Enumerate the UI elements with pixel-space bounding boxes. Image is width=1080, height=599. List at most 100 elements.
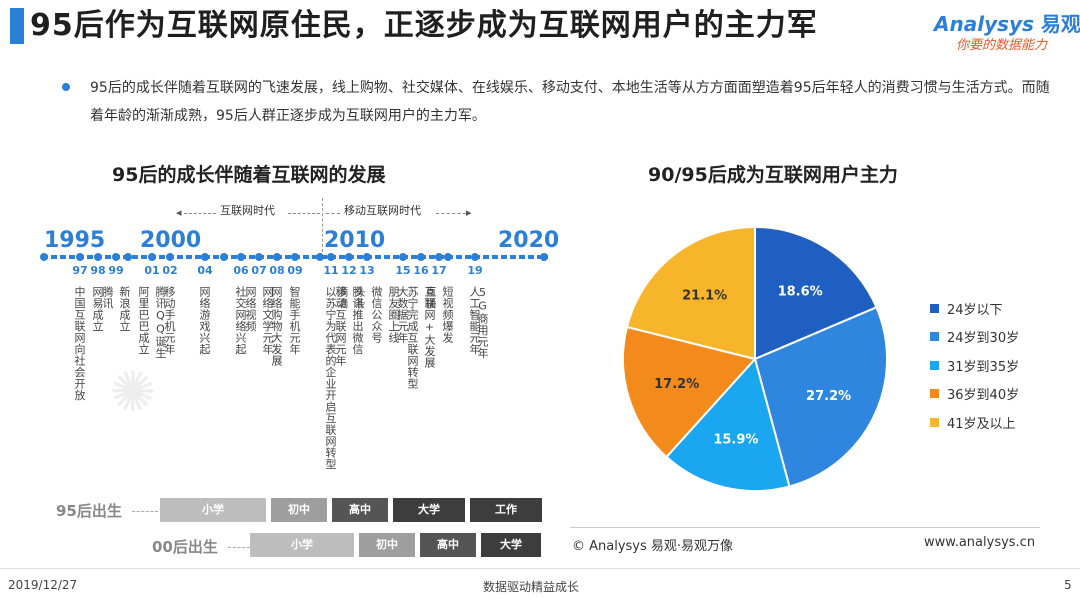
timeline-event-text: 5G商用元年 — [476, 286, 489, 359]
pie-slice — [625, 225, 756, 361]
timeline-dot — [237, 253, 245, 261]
decade-dot — [40, 253, 48, 261]
gen95-label: 95后出生 — [56, 502, 122, 520]
era-divider — [288, 213, 320, 214]
timeline-event: 大数据元年 — [396, 286, 413, 344]
timeline-dot — [399, 253, 407, 261]
timeline-dot — [363, 253, 371, 261]
legend-label: 24岁以下 — [947, 302, 1003, 318]
timeline-dot — [471, 253, 479, 261]
pie-legend: 24岁以下 24岁到30岁 31岁到35岁 36岁到40岁 41岁及以上 — [930, 294, 1019, 437]
gen95-stage: 大学 — [393, 498, 465, 522]
pie-data-label: 27.2% — [806, 389, 851, 404]
pie-chart: 18.6% 27.2% 15.9% 17.2% 21.1% — [620, 224, 890, 494]
timeline-year: 01 — [144, 264, 160, 277]
gen95-stage: 工作 — [470, 498, 542, 522]
timeline-dot — [112, 253, 120, 261]
legend-item: 24岁到30岁 — [930, 323, 1019, 352]
brand-logo: Analysys 易观 你要的数据能力 — [934, 8, 1080, 53]
timeline-year: 11 — [323, 264, 339, 277]
timeline-year: 99 — [108, 264, 124, 277]
gen00-stage: 小学 — [250, 533, 354, 557]
footer-divider — [0, 568, 1080, 569]
timeline-dot — [166, 253, 174, 261]
timeline-event-text: 滴滴 — [336, 286, 349, 309]
pie-data-label: 21.1% — [682, 288, 727, 303]
legend-label: 36岁到40岁 — [947, 388, 1020, 404]
timeline-event-text: 中国互联网向社会开放 — [73, 286, 86, 401]
era-divider — [326, 213, 340, 214]
timeline-dot — [76, 253, 84, 261]
timeline-event: 中国互联网向社会开放 — [73, 286, 90, 401]
timeline-year: 04 — [197, 264, 213, 277]
gen00-stage: 初中 — [359, 533, 415, 557]
era-arrow-right-icon: ▸ — [466, 206, 472, 219]
timeline-event-text: 网络游戏兴起 — [198, 286, 211, 355]
timeline-event-text: 腾讯 — [101, 286, 114, 309]
intro-paragraph: 95后的成长伴随着互联网的飞速发展，线上购物、社交媒体、在线娱乐、移动支付、本地… — [90, 80, 1050, 124]
gen00-label: 00后出生 — [152, 538, 218, 556]
website-link[interactable]: www.analysys.cn — [924, 535, 1036, 550]
timeline-event-text: 短视频爆发 — [441, 286, 454, 344]
logo-name: Analysys — [934, 12, 1034, 36]
timeline-event-text: 移动手机元年 — [163, 286, 176, 355]
timeline-event: 移动互联网元年 腾讯推出微信 — [334, 286, 368, 367]
pie-slice — [622, 325, 757, 459]
timeline-event-text: 直播 — [424, 286, 437, 309]
legend-label: 31岁到35岁 — [947, 359, 1020, 375]
timeline-event-text: 微信公众号 — [370, 286, 383, 344]
legend-swatch — [930, 417, 939, 427]
timeline-event-text: 阿里巴巴成立 — [137, 286, 150, 355]
timeline-event: 苏宁完成互联网转型 互联网+大发展 — [406, 286, 440, 390]
pie-data-label: 18.6% — [778, 285, 823, 300]
timeline-year: 07 — [251, 264, 267, 277]
footer-date: 2019/12/27 — [8, 578, 78, 592]
era-internet: 互联网时代 — [220, 204, 275, 217]
logo-name-cn: 易观 — [1040, 12, 1080, 36]
timeline-title: 95后的成长伴随着互联网的发展 — [112, 164, 386, 186]
timeline-event: 智能手机元年 — [288, 286, 305, 355]
timeline-dot — [291, 253, 299, 261]
timeline-event-text: 网络文学元年 — [261, 286, 274, 355]
pie-data-label: 15.9% — [713, 433, 758, 448]
timeline-event-text: 网络视频 — [244, 286, 257, 332]
era-arrow-left-icon: ◂ — [176, 206, 182, 219]
gen95-stage: 高中 — [332, 498, 388, 522]
timeline-year: 09 — [287, 264, 303, 277]
legend-swatch — [930, 332, 939, 342]
timeline-event-text: 网络购物大发展 — [270, 286, 283, 367]
legend-swatch — [930, 360, 939, 370]
logo-slogan: 你要的数据能力 — [956, 38, 1048, 53]
timeline-event: 5G商用元年 — [476, 286, 493, 359]
timeline-event-text: 以苏宁为代表的企业开启互联网转型 — [324, 286, 337, 470]
legend-label: 41岁及以上 — [947, 416, 1016, 432]
timeline-dot — [148, 253, 156, 261]
timeline-event-text: 社交网络兴起 — [234, 286, 247, 355]
gen95-stage: 小学 — [160, 498, 266, 522]
timeline-event: 滴滴 头条 微信公众号 朋友圈上线 — [336, 286, 404, 344]
timeline-year: 15 — [395, 264, 411, 277]
timeline-year: 12 — [341, 264, 357, 277]
source-note: © Analysys 易观·易观万像 — [572, 539, 734, 554]
decade-label: 2000 — [140, 228, 202, 253]
legend-item: 24岁以下 — [930, 294, 1019, 323]
gen95-stage: 初中 — [271, 498, 327, 522]
timeline-event-text: 移动互联网元年 — [334, 286, 347, 367]
timeline-event: 网络视频 网络文学元年 — [244, 286, 278, 355]
decade-dot — [540, 253, 548, 261]
timeline-event: 腾讯 新浪成立 — [101, 286, 135, 332]
decade-dot — [124, 253, 132, 261]
timeline-event: 直播 短视频爆发 — [424, 286, 458, 344]
footer-slogan: 数据驱动精益成长 — [483, 580, 580, 594]
bullet-dot-icon — [62, 83, 70, 91]
timeline-event-text: 新浪成立 — [118, 286, 131, 332]
legend-swatch — [930, 389, 939, 399]
watermark-logo: ✺ — [99, 353, 168, 432]
timeline-event-text: 腾讯QQ诞生 — [154, 286, 167, 359]
gen95-dash — [132, 511, 158, 512]
timeline-event-text: 腾讯推出微信 — [351, 286, 364, 355]
era-divider — [184, 213, 216, 214]
timeline-year: 02 — [162, 264, 178, 277]
timeline-event-text: 互联网+大发展 — [423, 286, 436, 369]
decade-dot — [444, 253, 452, 261]
